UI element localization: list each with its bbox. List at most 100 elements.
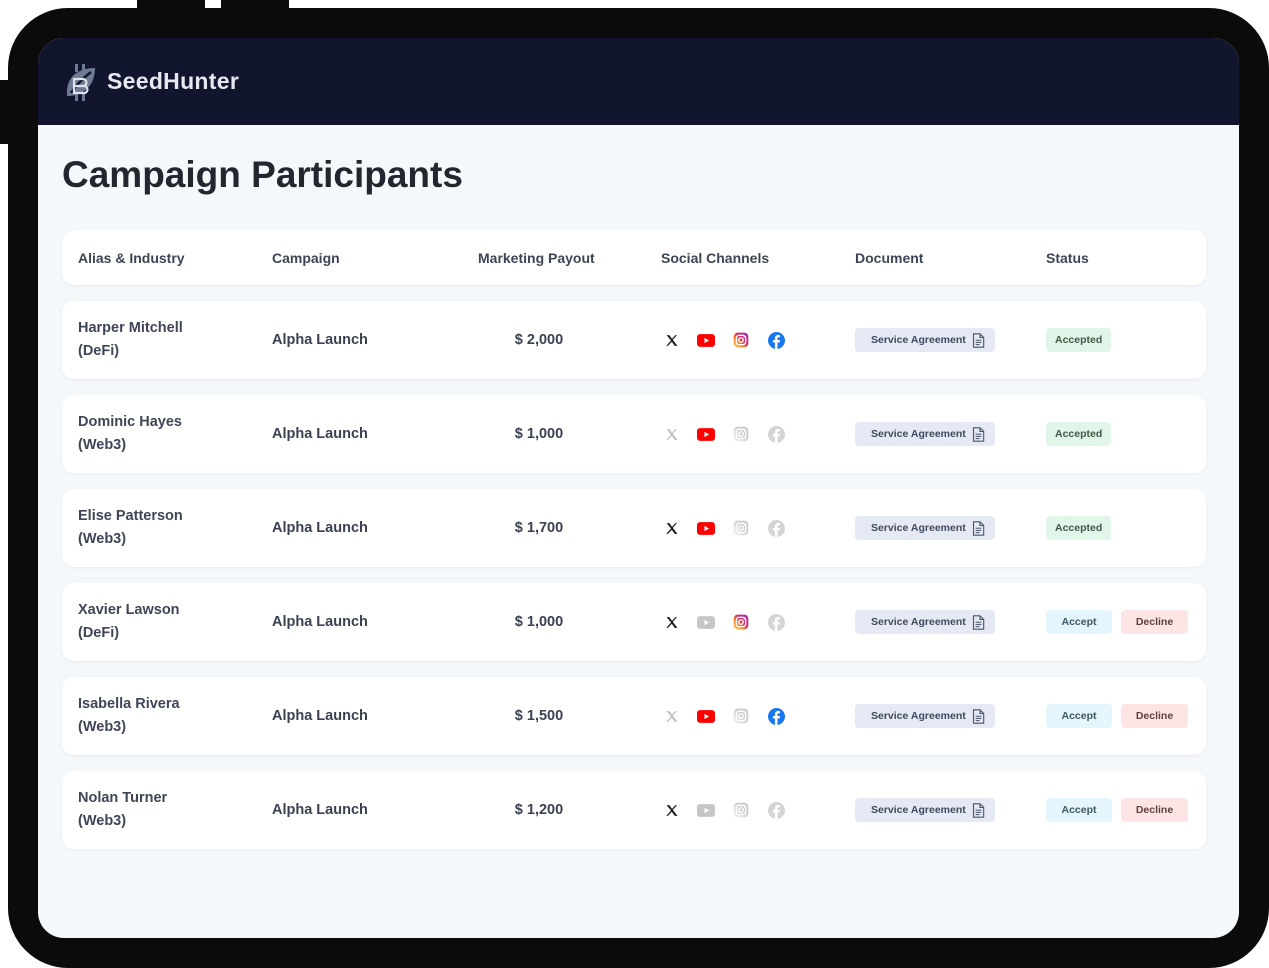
accept-button[interactable]: Accept [1046,610,1112,634]
x-icon[interactable] [660,799,682,821]
alias-cell: Xavier Lawson (DeFi) [78,583,180,661]
column-header-document[interactable]: Document [855,249,924,266]
device-button [221,0,289,10]
participant-industry: (Web3) [78,813,127,829]
brand-logo[interactable]: SeedHunter [61,62,239,102]
social-cell [660,395,787,473]
instagram-icon[interactable] [730,423,752,445]
facebook-icon[interactable] [765,705,787,727]
instagram-icon[interactable] [730,705,752,727]
campaign-name: Alpha Launch [272,802,368,818]
table-row[interactable]: Elise Patterson (Web3) Alpha Launch $ 1,… [62,489,1206,567]
service-agreement-button[interactable]: Service Agreement [855,328,995,352]
payout-cell: $ 1,000 [459,395,619,473]
campaign-name: Alpha Launch [272,520,368,536]
document-cell: Service Agreement [855,301,995,379]
participant-name: Harper Mitchell [78,320,183,336]
x-icon[interactable] [660,705,682,727]
document-label: Service Agreement [871,804,966,816]
document-cell: Service Agreement [855,395,995,473]
status-cell: Accepted [1046,301,1112,379]
youtube-icon[interactable] [695,423,717,445]
table-row[interactable]: Isabella Rivera (Web3) Alpha Launch $ 1,… [62,677,1206,755]
brand-name: SeedHunter [107,68,240,94]
document-label: Service Agreement [871,522,966,534]
table-row[interactable]: Dominic Hayes (Web3) Alpha Launch $ 1,00… [62,395,1206,473]
document-icon [972,332,984,348]
participant-name: Xavier Lawson [78,602,180,618]
campaign-cell: Alpha Launch [272,771,368,849]
accept-button[interactable]: Accept [1046,704,1112,728]
document-icon [972,520,984,536]
campaign-cell: Alpha Launch [272,583,368,661]
facebook-icon[interactable] [765,423,787,445]
social-channels [660,423,787,445]
youtube-icon[interactable] [695,799,717,821]
x-icon[interactable] [660,423,682,445]
payout-cell: $ 2,000 [459,301,619,379]
service-agreement-button[interactable]: Service Agreement [855,516,995,540]
instagram-icon[interactable] [730,799,752,821]
participant-name: Dominic Hayes [78,414,182,430]
social-cell [660,583,787,661]
youtube-icon[interactable] [695,517,717,539]
document-icon [972,708,984,724]
status-cell: Accept Decline [1046,771,1188,849]
social-channels [660,329,787,351]
document-icon [972,614,984,630]
x-icon[interactable] [660,329,682,351]
participant-name: Elise Patterson [78,508,183,524]
document-cell: Service Agreement [855,583,995,661]
device-button [137,0,205,10]
column-header-campaign[interactable]: Campaign [272,249,340,266]
x-icon[interactable] [660,517,682,539]
instagram-icon[interactable] [730,517,752,539]
youtube-icon[interactable] [695,705,717,727]
column-header-alias[interactable]: Alias & Industry [78,249,185,266]
service-agreement-button[interactable]: Service Agreement [855,798,995,822]
device-button [0,80,12,144]
service-agreement-button[interactable]: Service Agreement [855,610,995,634]
payout-cell: $ 1,500 [459,677,619,755]
youtube-icon[interactable] [695,611,717,633]
campaign-name: Alpha Launch [272,708,368,724]
top-bar: SeedHunter [38,38,1239,125]
service-agreement-button[interactable]: Service Agreement [855,704,995,728]
participant-industry: (Web3) [78,437,127,453]
column-header-payout[interactable]: Marketing Payout [478,249,595,266]
table-row[interactable]: Harper Mitchell (DeFi) Alpha Launch $ 2,… [62,301,1206,379]
alias-cell: Isabella Rivera (Web3) [78,677,180,755]
x-icon[interactable] [660,611,682,633]
seedhunter-logo-icon [67,63,95,101]
accept-button[interactable]: Accept [1046,798,1112,822]
youtube-icon[interactable] [695,329,717,351]
column-header-status[interactable]: Status [1046,249,1089,266]
status-cell: Accept Decline [1046,583,1188,661]
decline-button[interactable]: Decline [1121,798,1188,822]
payout-value: $ 2,000 [514,332,564,348]
social-channels [660,517,787,539]
document-icon [972,426,984,442]
instagram-icon[interactable] [730,329,752,351]
status-cell: Accepted [1046,395,1112,473]
decline-button[interactable]: Decline [1121,704,1188,728]
document-icon [972,802,984,818]
service-agreement-button[interactable]: Service Agreement [855,422,995,446]
facebook-icon[interactable] [765,611,787,633]
decline-button[interactable]: Decline [1121,610,1188,634]
document-label: Service Agreement [871,616,966,628]
table-row[interactable]: Nolan Turner (Web3) Alpha Launch $ 1,200 [62,771,1206,849]
facebook-icon[interactable] [765,799,787,821]
column-header-social[interactable]: Social Channels [661,249,770,266]
table-row[interactable]: Xavier Lawson (DeFi) Alpha Launch $ 1,00… [62,583,1206,661]
document-label: Service Agreement [871,428,966,440]
status-cell: Accepted [1046,489,1112,567]
instagram-icon[interactable] [730,611,752,633]
social-channels [660,705,787,727]
facebook-icon[interactable] [765,329,787,351]
campaign-name: Alpha Launch [272,614,368,630]
app-screen: SeedHunter Campaign Participants Alias &… [38,38,1239,938]
payout-value: $ 1,000 [514,426,564,442]
facebook-icon[interactable] [765,517,787,539]
alias-cell: Elise Patterson (Web3) [78,489,183,567]
